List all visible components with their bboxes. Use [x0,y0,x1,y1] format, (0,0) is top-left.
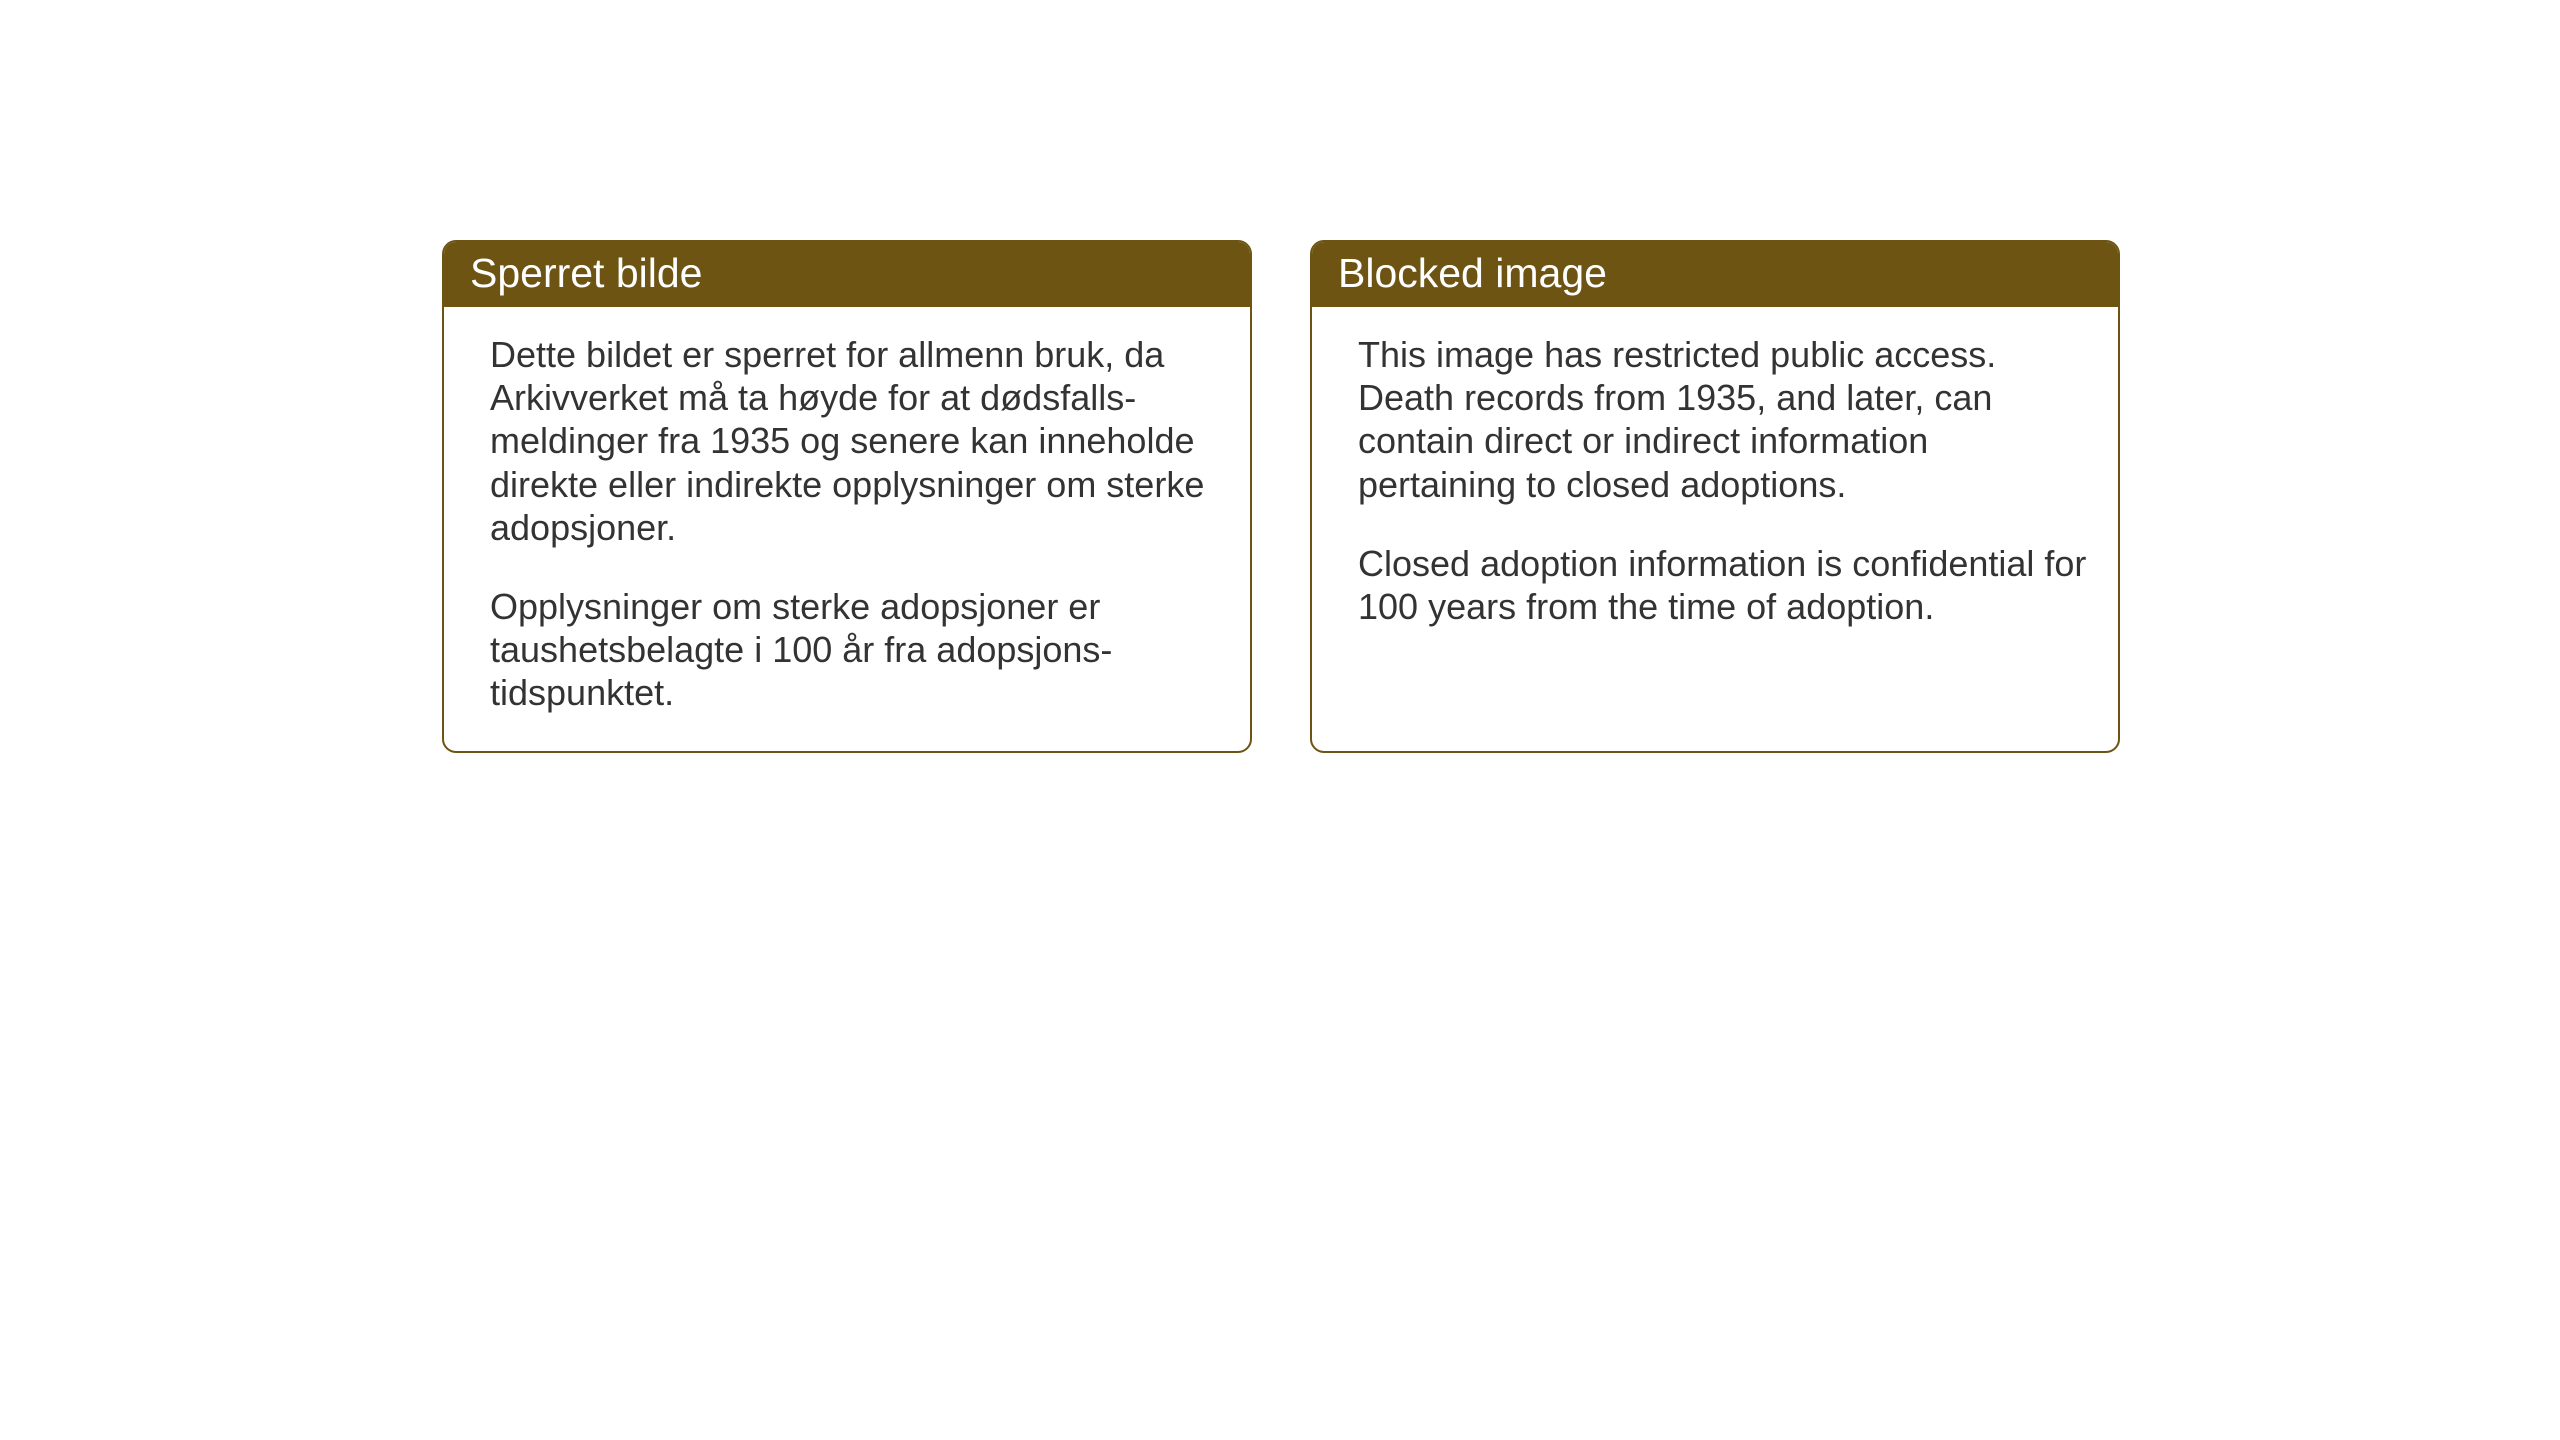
info-paragraph-1-norwegian: Dette bildet er sperret for allmenn bruk… [490,333,1222,549]
info-box-title-norwegian: Sperret bilde [444,242,1250,307]
info-paragraph-1-english: This image has restricted public access.… [1358,333,2090,506]
info-box-title-english: Blocked image [1312,242,2118,307]
info-box-english: Blocked image This image has restricted … [1310,240,2120,753]
info-boxes-container: Sperret bilde Dette bildet er sperret fo… [442,240,2120,753]
info-paragraph-2-norwegian: Opplysninger om sterke adopsjoner er tau… [490,585,1222,715]
info-box-norwegian: Sperret bilde Dette bildet er sperret fo… [442,240,1252,753]
info-box-body-norwegian: Dette bildet er sperret for allmenn bruk… [444,307,1250,751]
info-paragraph-2-english: Closed adoption information is confident… [1358,542,2090,628]
info-box-body-english: This image has restricted public access.… [1312,307,2118,720]
